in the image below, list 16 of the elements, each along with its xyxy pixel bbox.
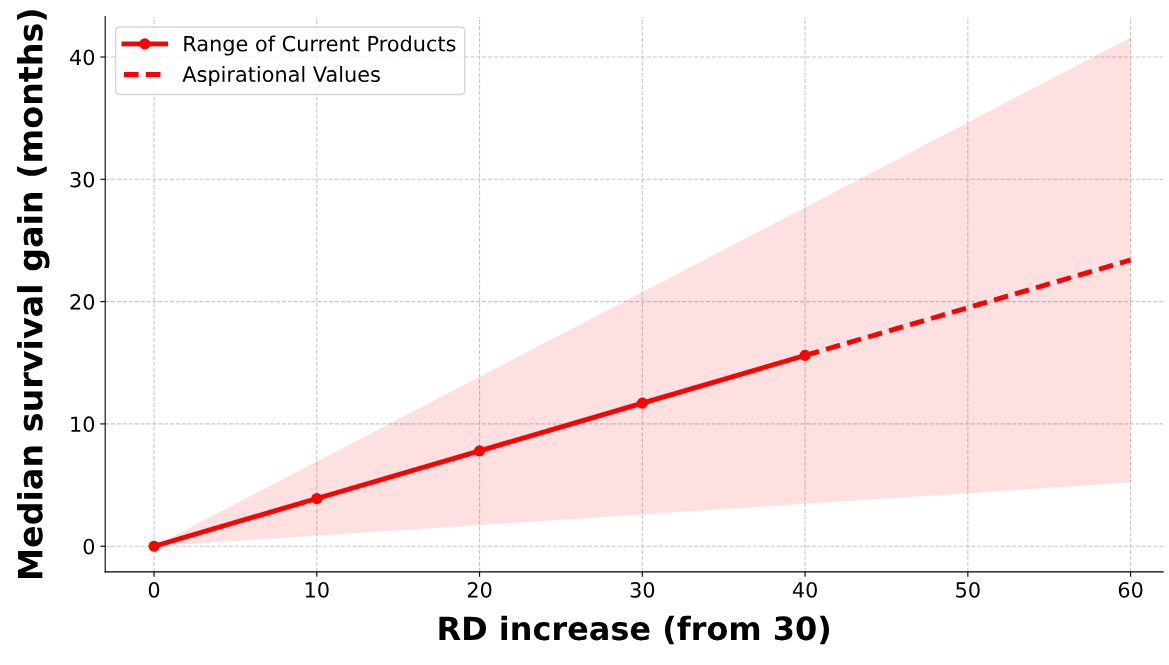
x-tick-label: 40 — [792, 581, 817, 598]
x-tick-label: 0 — [148, 581, 160, 598]
x-tick-label: 20 — [467, 581, 492, 598]
y-tick-label: 0 — [83, 538, 95, 555]
y-tick-label: 20 — [70, 294, 95, 310]
y-axis-title: Median survival gain (months) — [17, 10, 50, 579]
x-tick-label: 60 — [1118, 581, 1143, 598]
legend-label: Aspirational Values — [182, 65, 380, 87]
x-axis-title: RD increase (from 30) — [439, 615, 830, 645]
y-tick-label: 40 — [70, 49, 95, 66]
x-tick-label: 30 — [630, 581, 655, 598]
x-tick-label: 50 — [956, 581, 980, 598]
legend-label: Range of Current Products — [184, 35, 456, 56]
x-tick-label: 10 — [305, 581, 329, 598]
y-tick-label: 30 — [70, 171, 95, 188]
y-tick-label: 10 — [71, 416, 95, 433]
